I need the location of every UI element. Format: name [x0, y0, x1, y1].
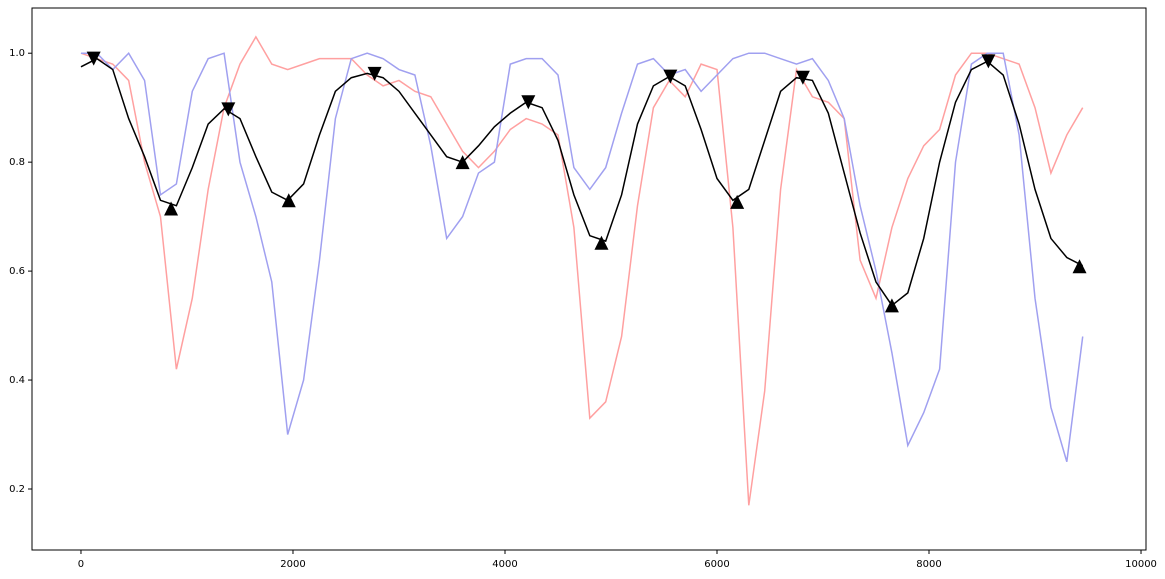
- series-line: [80, 57, 1084, 307]
- triangle-up-marker: [164, 201, 179, 216]
- triangle-down-marker: [795, 70, 810, 85]
- x-tick-label: 8000: [916, 559, 941, 570]
- triangle-up-marker: [730, 194, 745, 209]
- plot-frame: [31, 7, 1147, 551]
- triangle-down-marker: [367, 66, 382, 81]
- y-tick-label: 0.2: [9, 484, 25, 495]
- x-tick-label: 10000: [1125, 559, 1157, 570]
- x-tick-label: 6000: [704, 559, 729, 570]
- y-tick-label: 0.6: [9, 266, 25, 277]
- x-tick-label: 2000: [280, 559, 305, 570]
- y-tick-label: 1.0: [9, 48, 25, 59]
- triangle-up-marker: [1072, 259, 1087, 274]
- triangle-up-marker: [281, 193, 296, 208]
- x-tick-label: 0: [78, 559, 84, 570]
- triangle-up-marker: [594, 235, 609, 250]
- y-tick-label: 0.4: [9, 375, 25, 386]
- series-line: [80, 51, 1084, 462]
- x-tick-label: 4000: [492, 559, 517, 570]
- triangle-down-marker: [221, 102, 236, 117]
- triangle-down-marker: [663, 69, 678, 84]
- series-line: [80, 35, 1084, 506]
- triangle-up-marker: [455, 155, 470, 170]
- triangle-down-marker: [86, 51, 101, 66]
- y-tick-label: 0.8: [9, 157, 25, 168]
- triangle-down-marker: [521, 95, 536, 110]
- triangle-up-marker: [884, 298, 899, 313]
- triangle-down-marker: [981, 54, 996, 69]
